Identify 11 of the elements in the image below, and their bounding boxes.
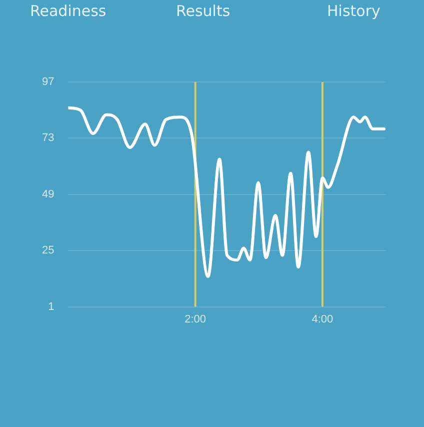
y-tick-label: 1 bbox=[48, 300, 54, 313]
text: Readiness bbox=[30, 2, 106, 20]
y-tick-label: 49 bbox=[42, 188, 54, 200]
x-tick-label: 2:00 bbox=[184, 313, 206, 326]
y-tick-label: 25 bbox=[42, 244, 54, 257]
text: Results bbox=[176, 2, 230, 20]
text: History bbox=[327, 2, 380, 20]
line-series bbox=[68, 106, 386, 278]
y-tick-label: 97 bbox=[42, 76, 54, 88]
y-tick-label: 73 bbox=[42, 132, 54, 144]
x-tick-label: 4:00 bbox=[312, 313, 334, 326]
